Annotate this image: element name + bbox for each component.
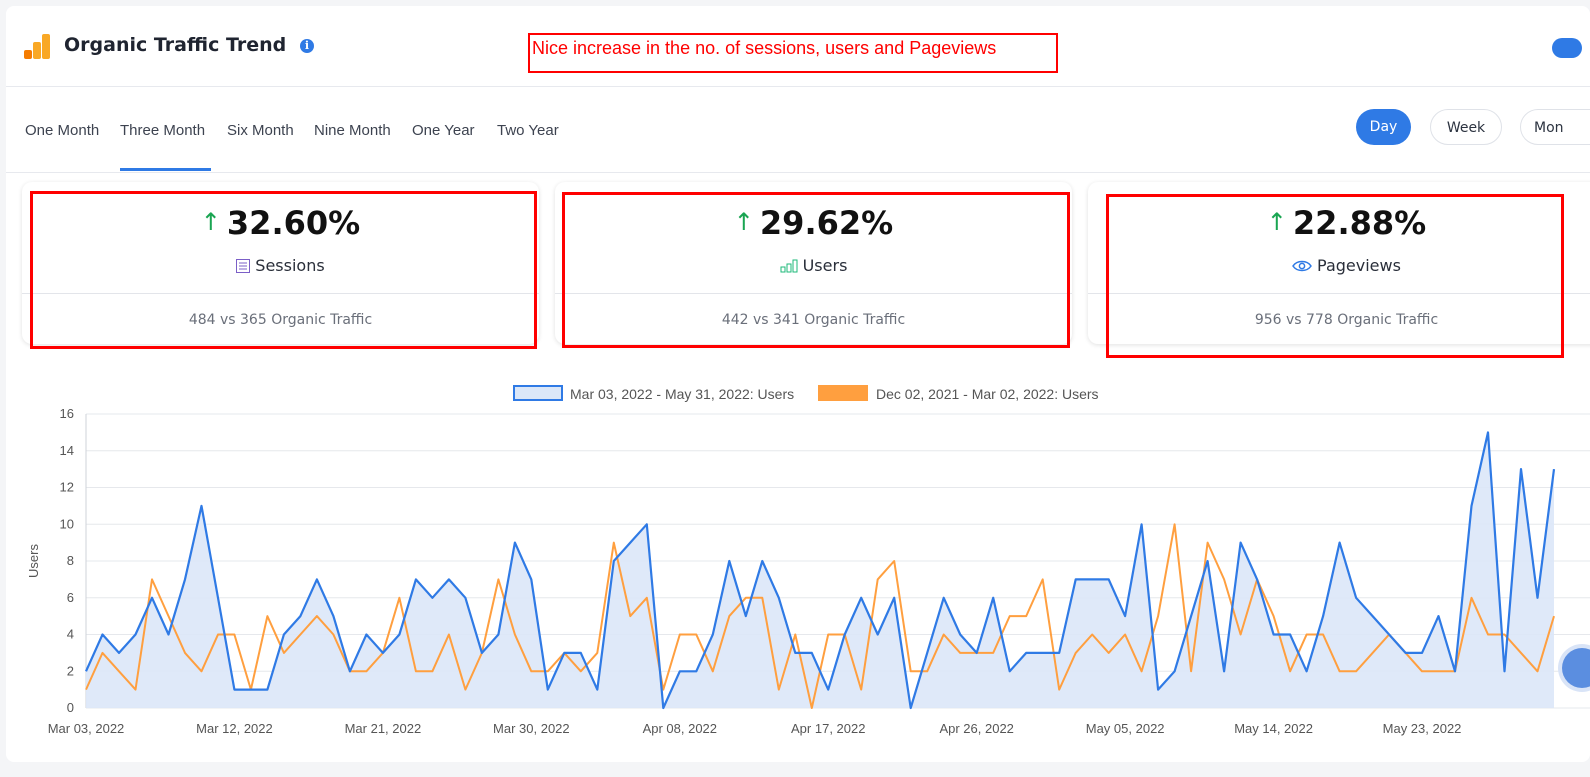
y-tick-label: 14 [60, 443, 74, 458]
active-tab-indicator [120, 168, 211, 171]
y-axis-label: Users [26, 544, 41, 578]
analytics-logo-icon [24, 34, 50, 59]
tab-six-month[interactable]: Six Month [227, 122, 294, 139]
y-tick-label: 6 [67, 590, 74, 605]
card-divider [1088, 293, 1590, 294]
pageviews-percent-row: ↑ 22.88% [1088, 204, 1590, 242]
pageviews-card: ↑ 22.88% Pageviews 956 vs 778 Organic Tra… [1088, 182, 1590, 344]
x-tick-label: Apr 26, 2022 [939, 721, 1013, 736]
sessions-card: ↑ 32.60% Sessions 484 vs 365 Organic Traf… [22, 182, 539, 344]
organic-traffic-panel: Organic Traffic Trend i Nice increase in… [6, 6, 1590, 762]
tab-one-year[interactable]: One Year [412, 122, 475, 139]
page-title: Organic Traffic Trend [64, 34, 287, 56]
users-label-row: Users [555, 256, 1072, 275]
eye-icon [1292, 260, 1312, 272]
card-divider [22, 293, 539, 294]
chart-legend: Mar 03, 2022 - May 31, 2022: Users Dec 0… [0, 380, 1590, 402]
tab-one-month[interactable]: One Month [25, 122, 100, 139]
y-tick-label: 0 [67, 700, 74, 715]
sessions-label-row: Sessions [22, 256, 539, 275]
highlight-box-pageviews [1106, 194, 1564, 358]
tab-two-year[interactable]: Two Year [497, 122, 559, 139]
x-tick-label: May 05, 2022 [1086, 721, 1165, 736]
pageviews-percent: 22.88% [1292, 204, 1427, 242]
range-tabs: One Month Three Month Six Month Nine Mon… [6, 86, 1590, 173]
x-tick-label: Mar 12, 2022 [196, 721, 273, 736]
list-icon [236, 259, 251, 273]
tab-nine-month[interactable]: Nine Month [314, 122, 391, 139]
sessions-percent: 32.60% [226, 204, 361, 242]
legend-swatch-current[interactable] [513, 385, 563, 401]
bar-chart-icon [780, 259, 798, 273]
granularity-week-button[interactable]: Week [1430, 109, 1502, 145]
users-percent-row: ↑ 29.62% [555, 204, 1072, 242]
users-label: Users [802, 256, 848, 275]
pageviews-compare: 956 vs 778 Organic Traffic [1254, 312, 1439, 328]
x-tick-label: Apr 08, 2022 [643, 721, 717, 736]
sessions-percent-row: ↑ 32.60% [22, 204, 539, 242]
up-arrow-icon: ↑ [733, 208, 754, 236]
x-tick-label: May 23, 2022 [1383, 721, 1462, 736]
y-tick-label: 12 [60, 480, 74, 495]
legend-swatch-previous[interactable] [818, 385, 868, 401]
panel-header: Organic Traffic Trend i Nice increase in… [6, 6, 1590, 87]
series-current-line [84, 431, 1556, 710]
sessions-compare: 484 vs 365 Organic Traffic [188, 312, 373, 328]
legend-label-previous[interactable]: Dec 02, 2021 - Mar 02, 2022: Users [876, 386, 1099, 402]
highlight-box-sessions [30, 191, 537, 349]
users-compare: 442 vs 341 Organic Traffic [721, 312, 906, 328]
y-tick-label: 10 [60, 516, 74, 531]
highlight-box-users [562, 192, 1070, 348]
y-tick-label: 8 [67, 553, 74, 568]
annotation-box [528, 33, 1058, 73]
granularity-month-button[interactable]: Mon [1520, 109, 1590, 145]
tab-three-month[interactable]: Three Month [120, 122, 206, 139]
y-tick-label: 4 [67, 627, 74, 642]
pageviews-label-row: Pageviews [1088, 256, 1590, 275]
info-icon[interactable]: i [300, 39, 314, 53]
y-tick-label: 16 [60, 406, 74, 421]
card-divider [555, 293, 1072, 294]
users-card: ↑ 29.62% Users 442 vs 341 Organic Traffic [555, 182, 1072, 344]
legend-label-current[interactable]: Mar 03, 2022 - May 31, 2022: Users [570, 386, 795, 402]
sessions-label: Sessions [255, 256, 325, 275]
x-tick-label: Mar 21, 2022 [345, 721, 422, 736]
scroll-top-button[interactable] [1562, 648, 1590, 688]
pageviews-label: Pageviews [1317, 256, 1401, 275]
x-tick-label: Mar 03, 2022 [48, 721, 125, 736]
users-percent: 29.62% [759, 204, 894, 242]
annotation-text: Nice increase in the no. of sessions, us… [532, 38, 997, 58]
toggle-switch[interactable] [1552, 38, 1582, 58]
granularity-day-button[interactable]: Day [1356, 109, 1411, 145]
up-arrow-icon: ↑ [200, 208, 221, 236]
x-tick-label: May 14, 2022 [1234, 721, 1313, 736]
y-tick-label: 2 [67, 663, 74, 678]
x-tick-label: Mar 30, 2022 [493, 721, 570, 736]
up-arrow-icon: ↑ [1266, 208, 1287, 236]
x-tick-label: Apr 17, 2022 [791, 721, 865, 736]
